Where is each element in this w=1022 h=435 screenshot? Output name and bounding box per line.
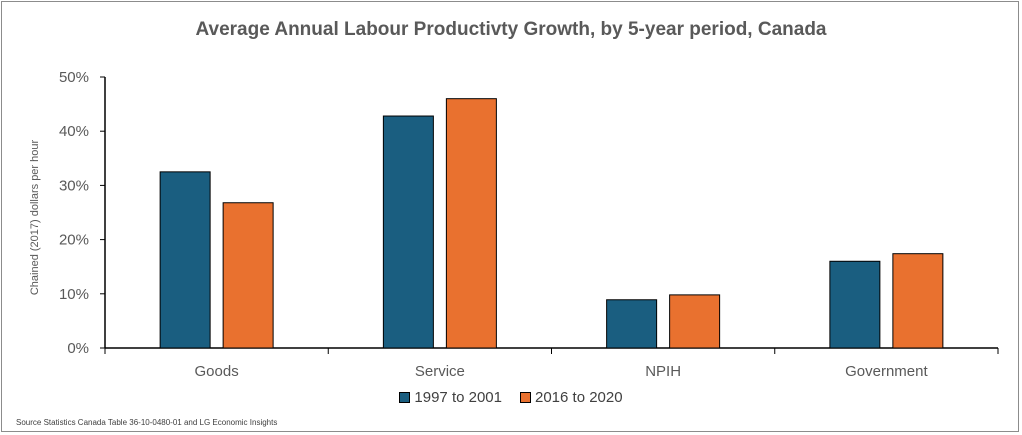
y-tick-label: 40% bbox=[59, 123, 89, 140]
legend-item-series-1: 1997 to 2001 bbox=[399, 389, 502, 406]
bar-npih-series-1 bbox=[606, 299, 658, 349]
legend-item-series-2: 2016 to 2020 bbox=[520, 389, 623, 406]
tick-labels: 0% 10% 20% 30% 40% 50% Chained (2017) dollars … bbox=[29, 69, 928, 380]
legend: 1997 to 2001 2016 to 2020 bbox=[0, 389, 1022, 406]
y-tick-label: 50% bbox=[59, 69, 89, 86]
legend-label-series-1: 1997 to 2001 bbox=[414, 389, 502, 406]
x-tick-label: NPIH bbox=[645, 363, 681, 380]
y-tick-label: 10% bbox=[59, 286, 89, 303]
x-tick-label: Goods bbox=[195, 363, 239, 380]
bar-goods-series-1 bbox=[159, 171, 211, 349]
bar-service-series-2 bbox=[445, 98, 497, 349]
chart-title: Average Annual Labour Productivty Growth… bbox=[195, 19, 827, 40]
legend-swatch-series-2 bbox=[520, 392, 531, 403]
y-axis-label: Chained (2017) dollars per hour bbox=[29, 140, 41, 296]
y-tick-label: 20% bbox=[59, 232, 89, 249]
y-tick-label: 30% bbox=[59, 177, 89, 194]
y-tick-label: 0% bbox=[67, 340, 89, 357]
x-tick-label: Service bbox=[415, 363, 465, 380]
legend-label-series-2: 2016 to 2020 bbox=[535, 389, 623, 406]
bar-service-series-1 bbox=[382, 115, 434, 349]
bar-npih-series-2 bbox=[669, 294, 721, 349]
bar-government-series-2 bbox=[892, 253, 944, 349]
legend-swatch-series-1 bbox=[399, 392, 411, 403]
bars bbox=[159, 98, 944, 349]
x-tick-label: Government bbox=[845, 363, 928, 380]
source-note: Source Statistics Canada Table 36-10-048… bbox=[16, 418, 278, 427]
bar-goods-series-2 bbox=[222, 202, 274, 349]
bar-government-series-1 bbox=[829, 260, 881, 349]
